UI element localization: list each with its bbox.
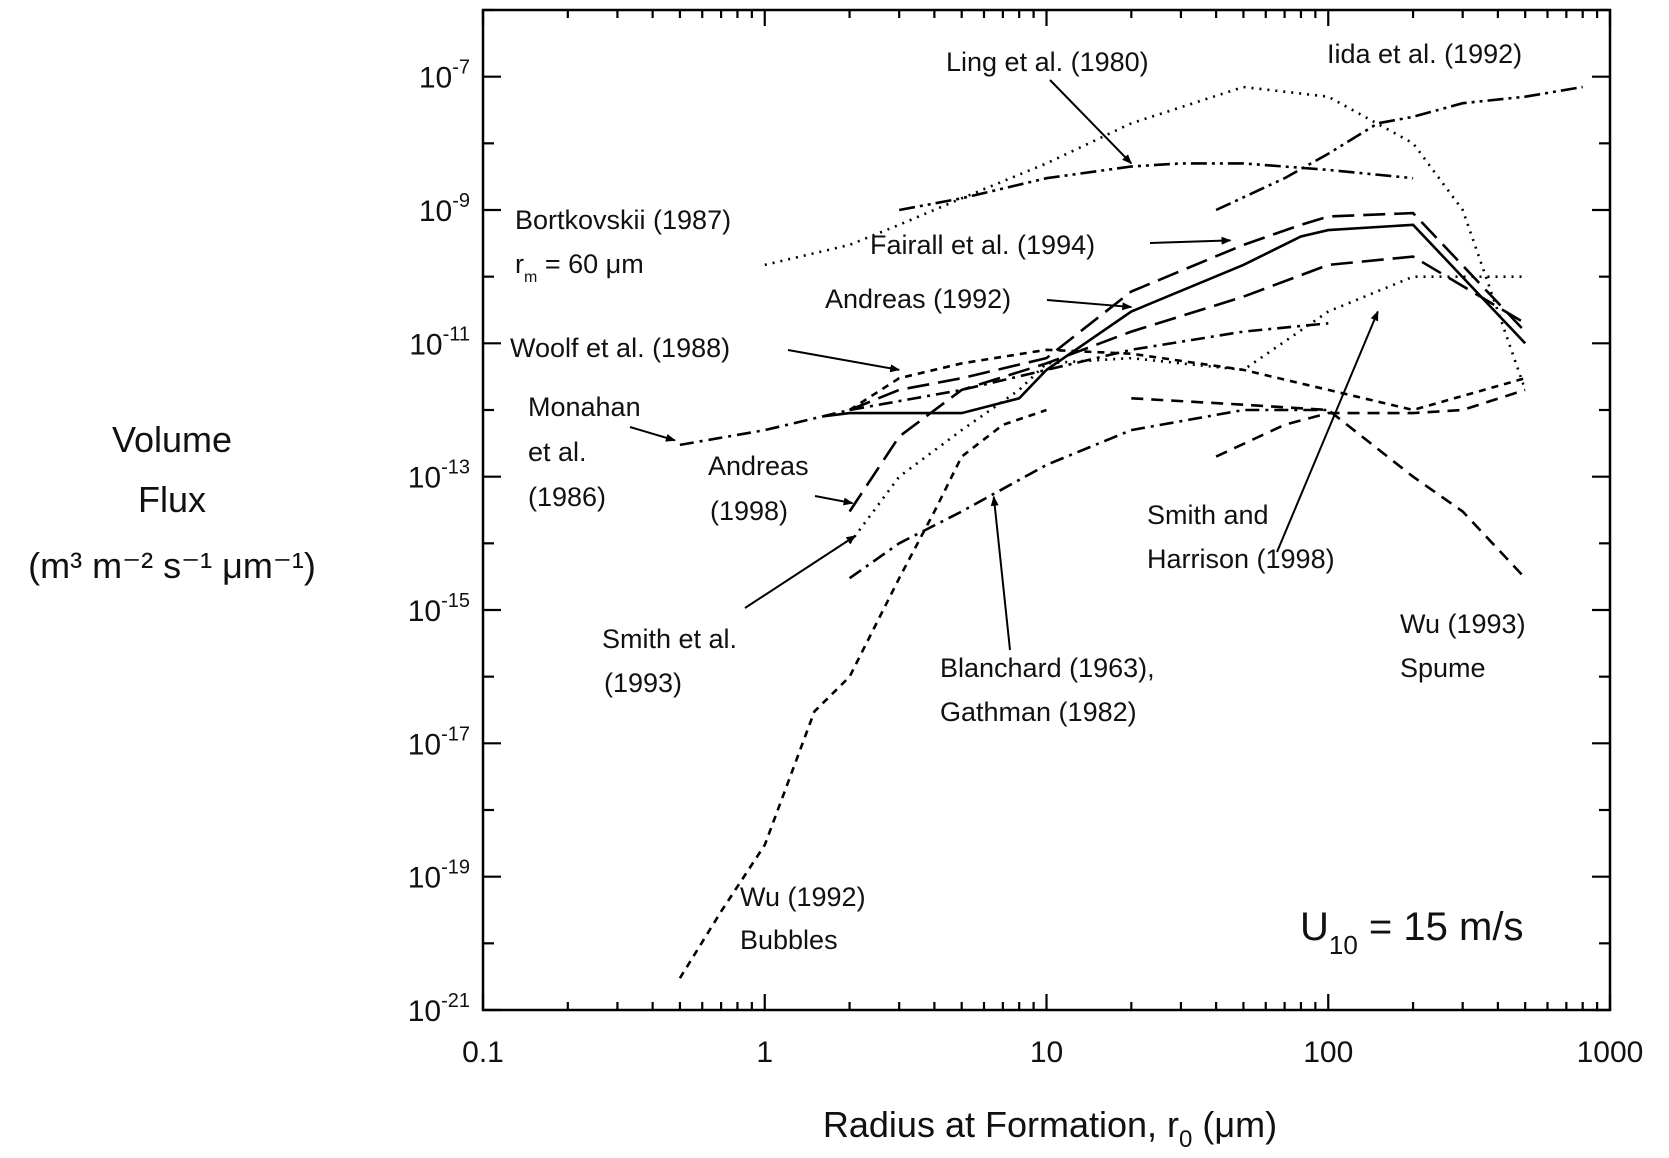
y-tick-base: 10 xyxy=(419,62,452,95)
arrow-andreas1998 xyxy=(814,495,854,506)
y-tick-label: 10-17 xyxy=(408,723,470,761)
curve-labels: Ling et al. (1980) Iida et al. (1992) Bo… xyxy=(510,39,1526,955)
label-rm-subscript: m xyxy=(524,269,537,286)
wind-speed-subscript: 10 xyxy=(1329,930,1358,960)
label-monahan-2: et al. xyxy=(528,437,587,467)
arrow-fairall xyxy=(1149,236,1232,245)
series-wu1992 xyxy=(678,408,1047,979)
label-rm-symbol: r xyxy=(515,249,524,279)
y-tick-base: 10 xyxy=(409,328,442,361)
x-tick-label: 0.1 xyxy=(462,1036,504,1069)
label-blanchard-1: Blanchard (1963), xyxy=(940,653,1155,683)
y-tick-label: 10-21 xyxy=(408,990,470,1028)
label-fairall: Fairall et al. (1994) xyxy=(870,230,1095,260)
series-monahan1986 xyxy=(679,322,1329,447)
series-woolf1988 xyxy=(848,348,1526,412)
y-tick-base: 10 xyxy=(408,728,441,761)
arrow-ling xyxy=(1049,79,1133,165)
y-tick-exponent: -11 xyxy=(443,323,470,345)
y-axis-title-line2: Flux xyxy=(138,479,206,520)
label-smithharrison-1: Smith and xyxy=(1147,500,1269,530)
arrow-smith1993 xyxy=(744,534,857,609)
y-tick-exponent: -21 xyxy=(441,990,470,1012)
y-axis-title-line1: Volume xyxy=(112,419,232,460)
series-andreas1992 xyxy=(822,223,1527,418)
x-axis-title: Radius at Formation, r0 (μm) xyxy=(823,1104,1277,1153)
label-andreas1992: Andreas (1992) xyxy=(825,284,1011,314)
y-tick-base: 10 xyxy=(408,462,441,495)
arrow-blanchard xyxy=(990,495,1011,651)
label-rm-value: = 60 μm xyxy=(537,249,643,279)
label-wu1993-1: Wu (1993) xyxy=(1400,609,1526,639)
label-wu1992-1: Wu (1992) xyxy=(740,882,866,912)
x-tick-label: 10 xyxy=(1030,1036,1063,1069)
series-andreas1998 xyxy=(848,255,1526,513)
y-tick-exponent: -17 xyxy=(441,723,470,745)
label-andreas1998-2: (1998) xyxy=(710,496,788,526)
x-tick-label: 1000 xyxy=(1577,1036,1644,1069)
y-tick-exponent: -15 xyxy=(441,590,470,612)
label-ling: Ling et al. (1980) xyxy=(946,47,1149,77)
arrow-smithharrison xyxy=(1276,310,1379,553)
series-blanchard1963 xyxy=(848,408,1329,580)
label-smith1993-2: (1993) xyxy=(604,668,682,698)
y-tick-base: 10 xyxy=(419,195,452,228)
y-tick-exponent: -7 xyxy=(452,57,470,79)
x-tick-label: 1 xyxy=(756,1036,773,1069)
series-iida1992 xyxy=(1215,85,1583,212)
series-fairall1994 xyxy=(849,211,1527,412)
x-axis-title-unit: (μm) xyxy=(1192,1104,1277,1145)
wind-speed-value: = 15 m/s xyxy=(1358,905,1524,949)
wind-speed-annotation: U10 = 15 m/s xyxy=(1300,905,1523,960)
x-tick-label: 100 xyxy=(1303,1036,1353,1069)
plot-frame xyxy=(481,8,1612,1012)
y-tick-base: 10 xyxy=(408,995,441,1028)
arrow-andreas1992 xyxy=(1046,299,1133,311)
arrow-woolf xyxy=(787,349,901,373)
label-woolf: Woolf et al. (1988) xyxy=(510,333,730,363)
label-monahan-1: Monahan xyxy=(528,392,641,422)
label-wu1992-2: Bubbles xyxy=(740,925,838,955)
y-tick-exponent: -9 xyxy=(452,190,470,212)
label-monahan-3: (1986) xyxy=(528,482,606,512)
label-arrows xyxy=(629,79,1379,651)
axis-ticks xyxy=(481,8,1612,1012)
label-smithharrison-2: Harrison (1998) xyxy=(1147,544,1335,574)
label-blanchard-2: Gathman (1982) xyxy=(940,697,1137,727)
series-bortkovskii1987 xyxy=(764,85,1527,391)
y-tick-label: 10-9 xyxy=(419,190,470,228)
label-rm: rm = 60 μm xyxy=(515,249,644,286)
label-bortkovskii: Bortkovskii (1987) xyxy=(515,205,731,235)
label-iida: Iida et al. (1992) xyxy=(1327,39,1522,69)
y-tick-exponent: -13 xyxy=(441,457,470,479)
label-smith1993-1: Smith et al. xyxy=(602,624,737,654)
series-ling1980 xyxy=(898,162,1414,212)
wind-speed-symbol: U xyxy=(1300,905,1329,949)
y-tick-label: 10-11 xyxy=(409,323,470,361)
x-tick-labels: 0.1 1 10 100 1000 xyxy=(462,1036,1643,1069)
x-axis-title-main: Radius at Formation, r xyxy=(823,1104,1179,1145)
y-tick-exponent: -19 xyxy=(441,857,470,879)
y-tick-label: 10-19 xyxy=(408,857,470,895)
series-smithharrison1998 xyxy=(1215,388,1526,458)
y-tick-label: 10-7 xyxy=(419,57,470,95)
x-axis-title-sub: 0 xyxy=(1179,1126,1192,1153)
label-wu1993-2: Spume xyxy=(1400,653,1486,683)
data-curves xyxy=(678,85,1583,979)
y-tick-label: 10-15 xyxy=(408,590,470,628)
arrow-monahan xyxy=(629,426,676,442)
series-wu1993 xyxy=(1131,397,1527,580)
y-tick-base: 10 xyxy=(408,862,441,895)
label-andreas1998-1: Andreas xyxy=(708,451,809,481)
y-tick-label: 10-13 xyxy=(408,457,470,495)
y-tick-base: 10 xyxy=(408,595,441,628)
y-axis-title-line3: (m³ m⁻² s⁻¹ μm⁻¹) xyxy=(28,545,316,586)
